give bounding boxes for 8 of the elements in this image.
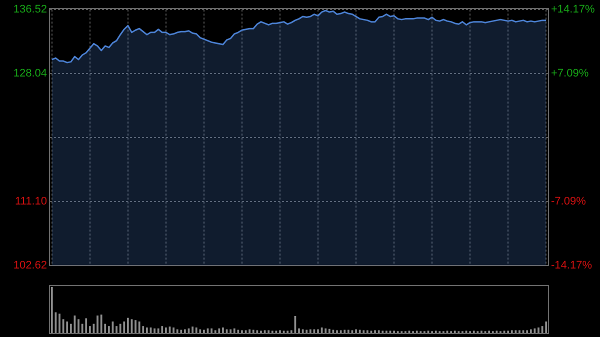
y-tick-label: 111.10 — [14, 195, 47, 208]
y2-tick-label: -7.09% — [551, 196, 586, 208]
y-tick-label: 136.52 — [13, 4, 47, 16]
y-tick-label: 128.04 — [13, 68, 47, 80]
y2-tick-label: +7.09% — [551, 68, 589, 80]
y2-tick-label: +14.17% — [551, 4, 595, 16]
y-tick-label: 102.62 — [13, 259, 47, 272]
y2-tick-label: -14.17% — [551, 259, 592, 272]
